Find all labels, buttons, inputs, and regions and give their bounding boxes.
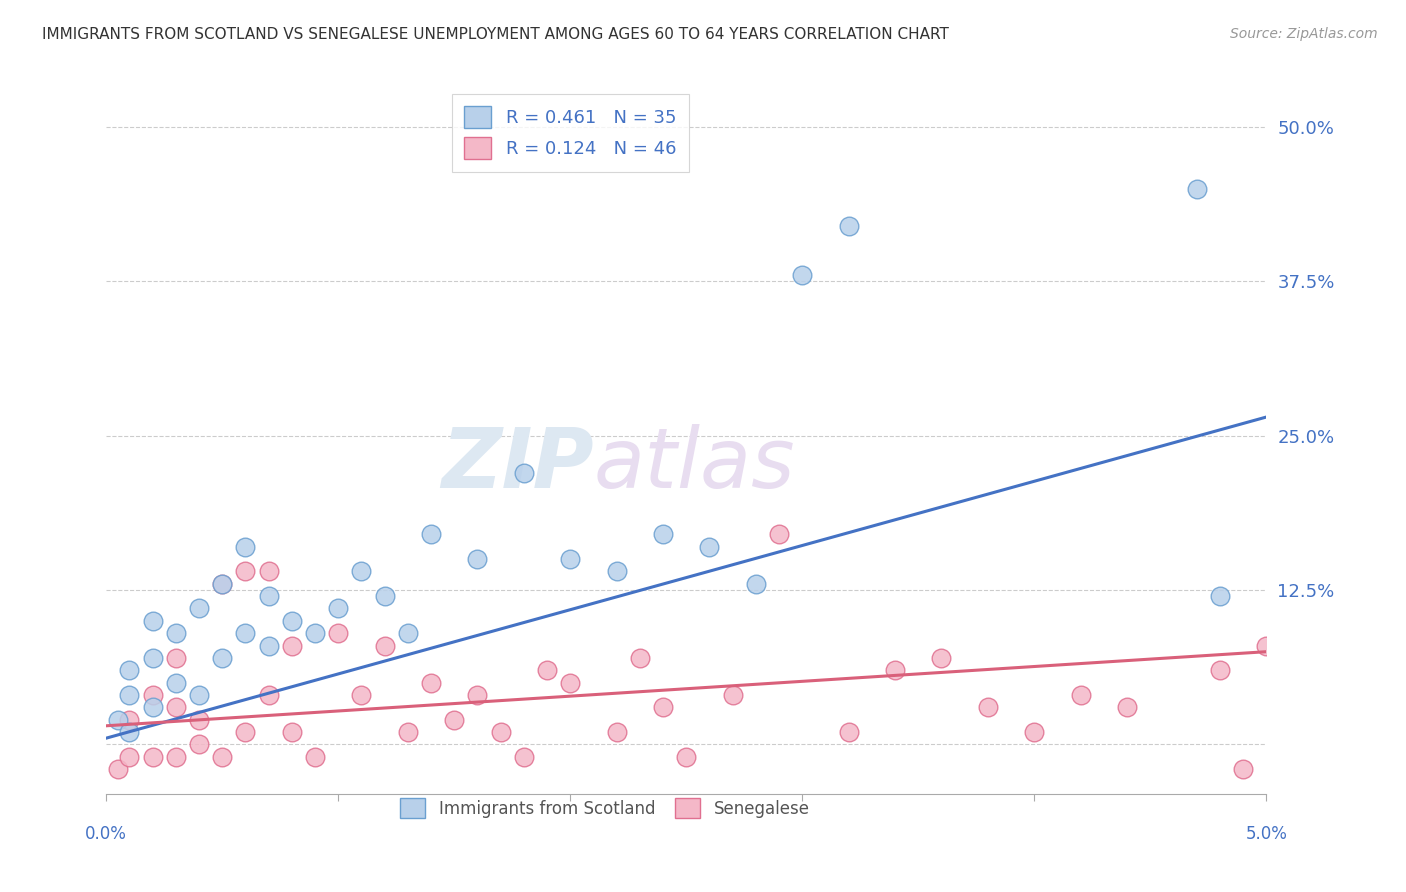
Point [745, 576, 768, 591]
Legend: Immigrants from Scotland, Senegalese: Immigrants from Scotland, Senegalese [391, 788, 820, 829]
Point [211, 651, 233, 665]
Point [420, 675, 443, 690]
Point [257, 589, 280, 603]
Point [467, 688, 489, 702]
Point [165, 675, 187, 690]
Point [142, 749, 165, 764]
Point [118, 725, 141, 739]
Point [606, 565, 628, 579]
Point [652, 700, 675, 714]
Point [257, 565, 280, 579]
Point [977, 700, 1000, 714]
Point [257, 639, 280, 653]
Point [931, 651, 953, 665]
Point [107, 713, 129, 727]
Point [838, 219, 860, 233]
Point [699, 540, 721, 554]
Point [652, 527, 675, 541]
Point [560, 552, 582, 566]
Point [489, 725, 512, 739]
Point [560, 675, 582, 690]
Point [768, 527, 790, 541]
Point [721, 688, 744, 702]
Point [1185, 181, 1208, 195]
Point [118, 663, 141, 677]
Point [328, 626, 350, 640]
Point [142, 614, 165, 628]
Text: 0.0%: 0.0% [86, 824, 127, 843]
Point [281, 614, 304, 628]
Point [118, 713, 141, 727]
Point [304, 749, 326, 764]
Point [257, 688, 280, 702]
Point [443, 713, 465, 727]
Point [1024, 725, 1046, 739]
Point [396, 626, 419, 640]
Point [211, 576, 233, 591]
Point [211, 576, 233, 591]
Point [304, 626, 326, 640]
Point [675, 749, 697, 764]
Point [235, 565, 257, 579]
Point [513, 466, 536, 480]
Point [467, 552, 489, 566]
Point [396, 725, 419, 739]
Point [188, 688, 211, 702]
Point [142, 700, 165, 714]
Point [792, 268, 814, 282]
Point [1209, 663, 1232, 677]
Point [374, 639, 396, 653]
Point [1209, 589, 1232, 603]
Point [142, 688, 165, 702]
Point [118, 688, 141, 702]
Point [281, 639, 304, 653]
Point [838, 725, 860, 739]
Point [165, 749, 187, 764]
Point [1256, 639, 1278, 653]
Text: IMMIGRANTS FROM SCOTLAND VS SENEGALESE UNEMPLOYMENT AMONG AGES 60 TO 64 YEARS CO: IMMIGRANTS FROM SCOTLAND VS SENEGALESE U… [42, 27, 949, 42]
Point [165, 651, 187, 665]
Text: ZIP: ZIP [441, 424, 593, 505]
Point [235, 725, 257, 739]
Point [188, 713, 211, 727]
Point [1232, 762, 1254, 776]
Point [235, 626, 257, 640]
Point [606, 725, 628, 739]
Point [328, 601, 350, 615]
Point [107, 762, 129, 776]
Text: atlas: atlas [593, 424, 794, 505]
Point [1116, 700, 1139, 714]
Point [281, 725, 304, 739]
Point [350, 688, 373, 702]
Point [513, 749, 536, 764]
Text: 5.0%: 5.0% [1246, 824, 1288, 843]
Point [1070, 688, 1092, 702]
Point [420, 527, 443, 541]
Text: Source: ZipAtlas.com: Source: ZipAtlas.com [1230, 27, 1378, 41]
Point [142, 651, 165, 665]
Point [211, 749, 233, 764]
Point [165, 626, 187, 640]
Point [235, 540, 257, 554]
Point [188, 601, 211, 615]
Point [188, 737, 211, 751]
Point [118, 749, 141, 764]
Point [165, 700, 187, 714]
Point [628, 651, 651, 665]
Point [350, 565, 373, 579]
Point [536, 663, 558, 677]
Point [374, 589, 396, 603]
Point [884, 663, 907, 677]
